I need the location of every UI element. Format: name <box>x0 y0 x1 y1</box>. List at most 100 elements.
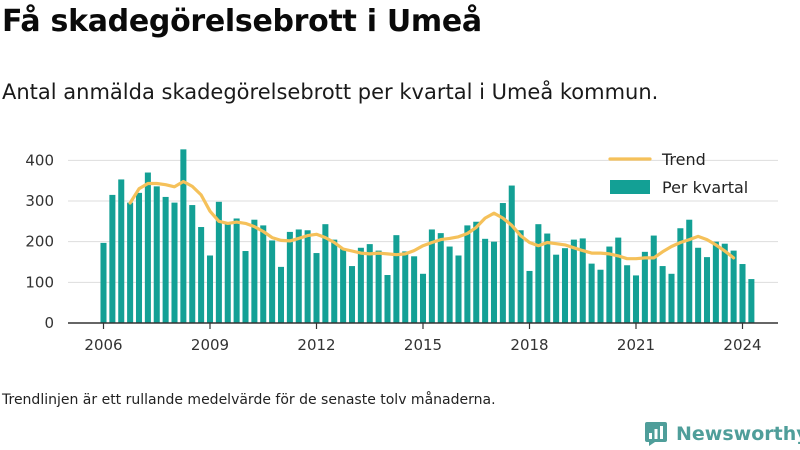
bar <box>180 149 187 323</box>
bar <box>464 225 471 323</box>
bar <box>517 230 524 323</box>
x-tick-label: 2018 <box>510 336 548 354</box>
bar <box>526 270 533 323</box>
y-tick-label: 400 <box>25 151 54 169</box>
bar <box>340 248 347 323</box>
bar <box>695 247 702 323</box>
bar <box>224 222 231 323</box>
y-tick-label: 200 <box>25 233 54 251</box>
brand-logo[interactable]: Newsworthy <box>644 420 800 448</box>
trend-line <box>128 179 736 261</box>
bar <box>393 235 400 323</box>
bar <box>730 250 737 323</box>
y-tick-label: 100 <box>25 273 54 291</box>
bar <box>499 203 506 323</box>
bar <box>135 192 143 323</box>
bar <box>544 233 551 323</box>
bar <box>215 201 222 323</box>
bar <box>686 219 693 323</box>
newsworthy-logo-icon <box>645 422 667 446</box>
bar <box>446 246 453 323</box>
bar <box>384 275 391 323</box>
legend-trend-label: Trend <box>661 150 706 169</box>
bar <box>508 185 515 323</box>
brand-name: Newsworthy <box>676 423 800 445</box>
bar <box>242 251 249 323</box>
bar <box>437 233 444 323</box>
bar <box>482 238 489 323</box>
bar <box>260 225 267 323</box>
bar <box>615 237 622 323</box>
bar <box>331 239 338 323</box>
bar <box>632 275 640 323</box>
bar <box>739 264 746 323</box>
bar <box>277 266 285 323</box>
bar <box>411 256 418 323</box>
bar <box>171 202 178 323</box>
footnote: Trendlinjen är ett rullande medelvärde f… <box>2 392 496 408</box>
x-tick-label: 2012 <box>297 336 335 354</box>
bar <box>269 240 276 323</box>
x-tick-label: 2021 <box>617 336 655 354</box>
bar <box>295 229 302 323</box>
bar <box>721 243 728 323</box>
bar-chart: 2006 2009 2012 2015 2018 2021 2024 0 100 200 300 4… <box>25 149 778 354</box>
x-tick-label: 2015 <box>404 336 442 354</box>
bar <box>712 241 719 323</box>
bar <box>109 194 116 323</box>
bars <box>100 149 755 323</box>
bar <box>703 257 711 323</box>
bar <box>348 266 356 323</box>
bar <box>428 229 435 323</box>
bar <box>535 224 542 323</box>
bar <box>402 251 409 323</box>
bar <box>419 273 427 323</box>
x-axis: 2006 2009 2012 2015 2018 2021 2024 <box>68 322 778 354</box>
bar <box>100 242 107 323</box>
bar <box>322 224 329 323</box>
bar <box>153 186 160 323</box>
bar <box>144 172 151 323</box>
legend-bars-label: Per kvartal <box>662 178 748 197</box>
bar <box>659 266 666 323</box>
legend-bars-swatch <box>610 180 650 194</box>
bar <box>748 279 755 323</box>
bar <box>233 218 240 323</box>
bar <box>455 255 462 323</box>
x-tick-label: 2009 <box>191 336 229 354</box>
bar <box>251 219 258 323</box>
bar <box>375 250 382 323</box>
bar <box>490 241 498 323</box>
legend: Trend Per kvartal <box>608 150 748 197</box>
chart-subtitle: Antal anmälda skadegörelsebrott per kvar… <box>2 80 659 104</box>
y-axis: 0 100 200 300 400 <box>25 151 54 332</box>
bar <box>597 269 604 323</box>
x-tick-label: 2006 <box>84 336 122 354</box>
bar <box>641 251 648 323</box>
bar <box>286 231 293 323</box>
y-tick-label: 300 <box>25 192 54 210</box>
bar <box>313 253 320 323</box>
bar <box>162 196 169 323</box>
bar <box>588 263 595 323</box>
chart-title: Få skadegörelsebrott i Umeå <box>2 4 482 39</box>
bar <box>650 235 657 323</box>
x-tick-label: 2024 <box>723 336 761 354</box>
y-tick-label: 0 <box>44 314 54 332</box>
bar <box>206 255 214 323</box>
bar <box>127 202 134 323</box>
bar <box>677 228 684 323</box>
bar <box>579 238 586 323</box>
bar <box>553 254 560 323</box>
bar <box>189 205 196 323</box>
bar <box>118 179 125 323</box>
bar <box>606 246 613 323</box>
bar <box>473 221 480 323</box>
bar <box>198 227 205 323</box>
bar <box>624 265 631 323</box>
bar <box>570 239 577 323</box>
bar <box>366 244 373 323</box>
bar <box>304 230 311 323</box>
bar <box>561 248 569 323</box>
bar <box>668 273 675 323</box>
